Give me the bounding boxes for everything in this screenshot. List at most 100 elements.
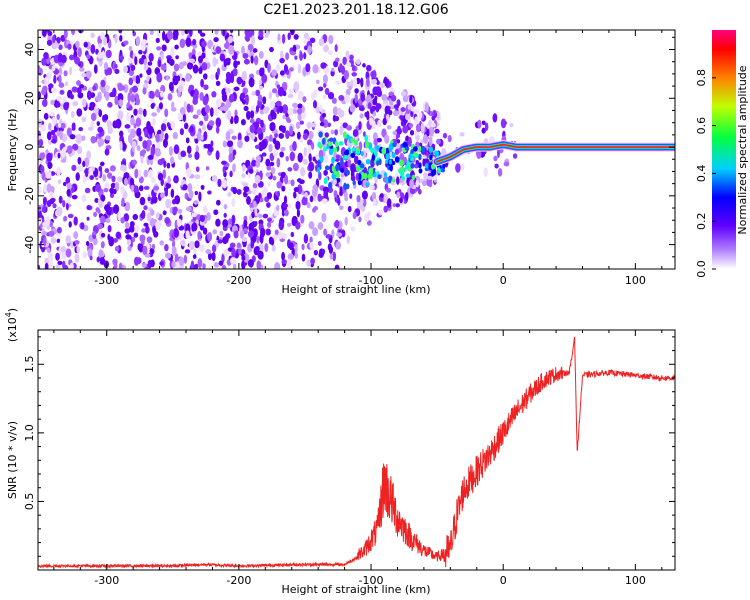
heatmap-cell xyxy=(105,49,112,59)
heatmap-cell xyxy=(67,43,72,50)
heatmap-cell xyxy=(243,219,248,228)
heatmap-cell xyxy=(312,227,319,237)
heatmap-cell xyxy=(61,251,67,260)
heatmap-cell xyxy=(69,66,73,76)
heatmap-cell xyxy=(276,84,280,89)
heatmap-cell xyxy=(194,151,200,160)
heatmap-cell xyxy=(311,141,315,150)
spectrogram-y-label: Frequency (Hz) xyxy=(6,109,19,192)
heatmap-cell xyxy=(123,65,128,73)
heatmap-cell xyxy=(266,202,271,208)
heatmap-cell xyxy=(231,198,236,208)
heatmap-cell xyxy=(98,165,103,172)
heatmap-cell xyxy=(135,36,141,46)
heatmap-cell xyxy=(177,84,184,93)
heatmap-cell xyxy=(497,168,503,177)
heatmap-cell xyxy=(202,95,209,106)
heatmap-cell xyxy=(241,70,247,81)
heatmap-cell-bright xyxy=(336,170,340,179)
heatmap-cell xyxy=(306,121,312,129)
heatmap-cell xyxy=(181,30,185,36)
heatmap-cell xyxy=(47,161,53,169)
heatmap-cell-bright xyxy=(352,180,356,186)
heatmap-cell xyxy=(301,243,305,251)
heatmap-cell xyxy=(169,59,175,66)
heatmap-cell xyxy=(410,130,414,136)
heatmap-cell xyxy=(248,259,254,268)
heatmap-cell xyxy=(447,135,452,143)
heatmap-cell xyxy=(269,161,275,167)
heatmap-cell xyxy=(212,244,217,253)
heatmap-cell xyxy=(198,67,203,74)
heatmap-cell xyxy=(160,178,164,186)
heatmap-cell xyxy=(99,215,106,224)
heatmap-cell xyxy=(41,231,48,236)
heatmap-cell xyxy=(227,110,232,121)
heatmap-cell xyxy=(63,70,68,77)
heatmap-cell xyxy=(317,193,322,202)
heatmap-cell xyxy=(77,165,84,172)
heatmap-cell xyxy=(97,91,102,102)
heatmap-cell xyxy=(56,238,61,243)
heatmap-cell xyxy=(174,63,180,72)
heatmap-cell xyxy=(295,201,301,210)
heatmap-cell xyxy=(65,248,72,258)
heatmap-cell xyxy=(289,88,293,95)
heatmap-cell xyxy=(217,239,223,244)
heatmap-cell xyxy=(66,145,73,155)
snr-multiplier-close: ) xyxy=(6,308,19,312)
heatmap-cell xyxy=(102,174,106,182)
heatmap-cell xyxy=(40,124,46,132)
heatmap-cell-bright xyxy=(408,154,413,159)
heatmap-cell xyxy=(170,47,175,57)
heatmap-cell xyxy=(302,196,308,206)
heatmap-cell xyxy=(259,67,265,77)
heatmap-cell xyxy=(415,123,421,133)
heatmap-cell xyxy=(216,98,222,108)
x-tick-label: 0 xyxy=(500,574,507,587)
heatmap-cell xyxy=(184,249,191,254)
heatmap-cell xyxy=(428,126,434,137)
heatmap-cell xyxy=(297,131,301,140)
heatmap-cell-bright xyxy=(418,162,422,169)
heatmap-cell xyxy=(156,46,162,51)
heatmap-cell xyxy=(253,55,259,66)
heatmap-cell-bright xyxy=(351,147,356,152)
heatmap-cell xyxy=(393,110,399,116)
y-tick-label: 1.0 xyxy=(23,424,36,442)
heatmap-cell-bright xyxy=(418,168,423,174)
heatmap-cell xyxy=(41,88,47,96)
heatmap-cell xyxy=(287,167,293,172)
heatmap-cell-bright xyxy=(355,164,361,173)
heatmap-cell xyxy=(171,101,175,109)
heatmap-cell xyxy=(299,51,303,61)
heatmap-cell xyxy=(268,91,272,100)
heatmap-cell xyxy=(280,50,284,60)
heatmap-cell xyxy=(161,44,167,52)
heatmap-cell xyxy=(123,213,129,222)
spectrogram-frame xyxy=(37,29,676,270)
spectrogram-cells xyxy=(38,30,675,269)
heatmap-cell xyxy=(308,171,313,179)
heatmap-cell xyxy=(98,133,102,138)
x-tick-label: -300 xyxy=(94,274,119,287)
heatmap-cell xyxy=(339,205,344,211)
heatmap-cell xyxy=(373,138,378,146)
heatmap-cell xyxy=(362,198,367,207)
heatmap-cell-bright xyxy=(399,159,404,167)
heatmap-cell xyxy=(215,117,221,128)
heatmap-cell xyxy=(119,85,126,91)
heatmap-cell xyxy=(219,230,224,237)
heatmap-cell xyxy=(146,74,150,82)
heatmap-cell xyxy=(192,254,197,259)
heatmap-cell xyxy=(241,254,246,261)
heatmap-cell xyxy=(143,185,150,190)
heatmap-cell xyxy=(241,173,246,178)
heatmap-cell xyxy=(295,221,301,230)
heatmap-cell xyxy=(225,131,231,141)
heatmap-cell xyxy=(300,214,305,224)
heatmap-cell xyxy=(223,204,228,210)
heatmap-cell xyxy=(151,196,158,204)
heatmap-cell xyxy=(211,252,216,261)
